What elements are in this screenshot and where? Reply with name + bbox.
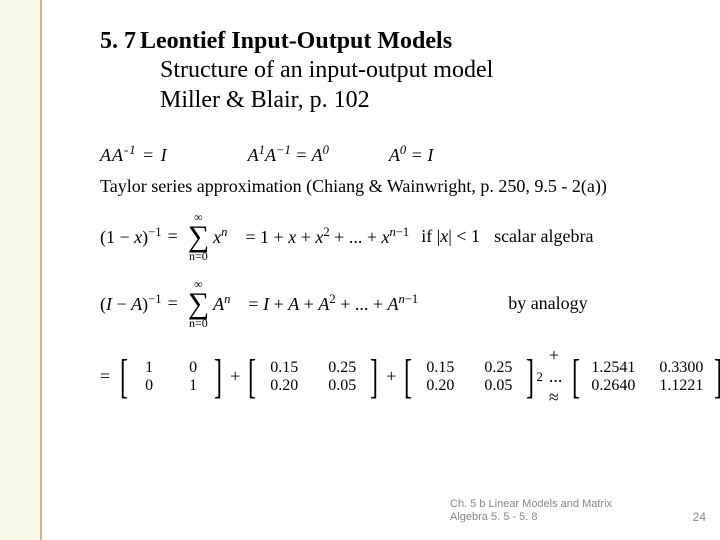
- scalar-series-line: (1 − x)−1 = ∞ ∑ n=0 xn = 1 + x + x2 + ..…: [100, 211, 690, 262]
- sigma-symbol-1: ∑: [188, 223, 209, 250]
- matrix-series-line: (I − A)−1 = ∞ ∑ n=0 An = I + A + A2 + ..…: [100, 278, 690, 329]
- A2-00: 0.15: [418, 359, 462, 377]
- matrix-identity: [ 10 01 ]: [116, 353, 226, 401]
- equals-2: =: [168, 293, 178, 314]
- R-00: 1.2541: [586, 359, 640, 377]
- scalar-note: scalar algebra: [494, 226, 593, 247]
- A-10: 0.20: [262, 377, 306, 395]
- squared-exponent: 2: [536, 369, 543, 385]
- plus-1: +: [230, 366, 240, 387]
- I-11: 1: [178, 377, 208, 395]
- plus-2: +: [386, 366, 396, 387]
- A2-10: 0.20: [418, 377, 462, 395]
- matrix-result: [ 1.25410.3300 0.26401.1221 ]: [568, 353, 720, 401]
- identity-equations-row: AA-1 = I A1A−1 = A0 A0 = I: [100, 143, 690, 166]
- sigma-lower-1: n=0: [189, 250, 208, 262]
- scalar-summand: xn: [213, 225, 227, 248]
- title-main: Leontief Input-Output Models: [140, 28, 452, 54]
- sigma-scalar: ∞ ∑ n=0: [188, 211, 209, 262]
- equals-1: =: [168, 226, 178, 247]
- scalar-condition: if |x| < 1: [421, 226, 480, 247]
- A-01: 0.25: [320, 359, 364, 377]
- matrix-expansion: = I + A + A2 + ... + An−1: [248, 292, 418, 315]
- I-00: 1: [134, 359, 164, 377]
- sigma-matrix: ∞ ∑ n=0: [188, 278, 209, 329]
- subtitle-line1: Structure of an input-output model: [160, 55, 690, 85]
- matrix-summand: An: [213, 292, 230, 315]
- taylor-caption: Taylor series approximation (Chiang & Wa…: [100, 176, 690, 197]
- footer-chapter-ref: Ch. 5 b Linear Models and Matrix Algebra…: [450, 498, 650, 524]
- scalar-lhs: (1 − x)−1: [100, 225, 162, 248]
- I-01: 0: [178, 359, 208, 377]
- matrix-lhs: (I − A)−1: [100, 292, 162, 315]
- subtitle-line2: Miller & Blair, p. 102: [160, 85, 690, 115]
- page-number: 24: [693, 510, 706, 524]
- equals-3: =: [100, 366, 110, 387]
- matrix-A: [ 0.150.25 0.200.05 ]: [244, 353, 382, 401]
- A2-01: 0.25: [476, 359, 520, 377]
- sigma-lower-2: n=0: [189, 317, 208, 329]
- matrix-note: by analogy: [508, 293, 587, 314]
- slide-title-block: 5. 7 Leontief Input-Output Models Struct…: [100, 28, 690, 115]
- numeric-expansion-line: = [ 10 01 ] + [ 0.150.25 0.200.05 ] +: [100, 345, 690, 408]
- slide-left-accent: [0, 0, 42, 540]
- eq-a1a-1: A1A−1 = A0: [248, 143, 329, 166]
- eq-a0-i: A0 = I: [389, 143, 433, 166]
- R-01: 0.3300: [654, 359, 708, 377]
- math-region: AA-1 = I A1A−1 = A0 A0 = I Taylor series…: [100, 143, 690, 408]
- sigma-symbol-2: ∑: [188, 290, 209, 317]
- section-number: 5. 7: [100, 28, 136, 54]
- I-10: 0: [134, 377, 164, 395]
- eq-aainv: AA-1 = I: [100, 143, 168, 166]
- A2-11: 0.05: [476, 377, 520, 395]
- A-11: 0.05: [320, 377, 364, 395]
- title-main-text: Leontief Input-Output Models: [140, 28, 452, 54]
- footer-line1: Ch. 5 b Linear Models and Matrix: [450, 498, 612, 510]
- footer-line2: Algebra 5. 5 - 5. 8: [450, 511, 537, 523]
- matrix-A-squared: [ 0.150.25 0.200.05 ]: [400, 353, 538, 401]
- A-00: 0.15: [262, 359, 306, 377]
- R-11: 1.1221: [654, 377, 708, 395]
- dots-approx: + ... ≈: [549, 345, 563, 408]
- scalar-expansion: = 1 + x + x2 + ... + xn−1: [245, 225, 409, 248]
- R-10: 0.2640: [586, 377, 640, 395]
- slide-content: 5. 7 Leontief Input-Output Models Struct…: [100, 28, 690, 424]
